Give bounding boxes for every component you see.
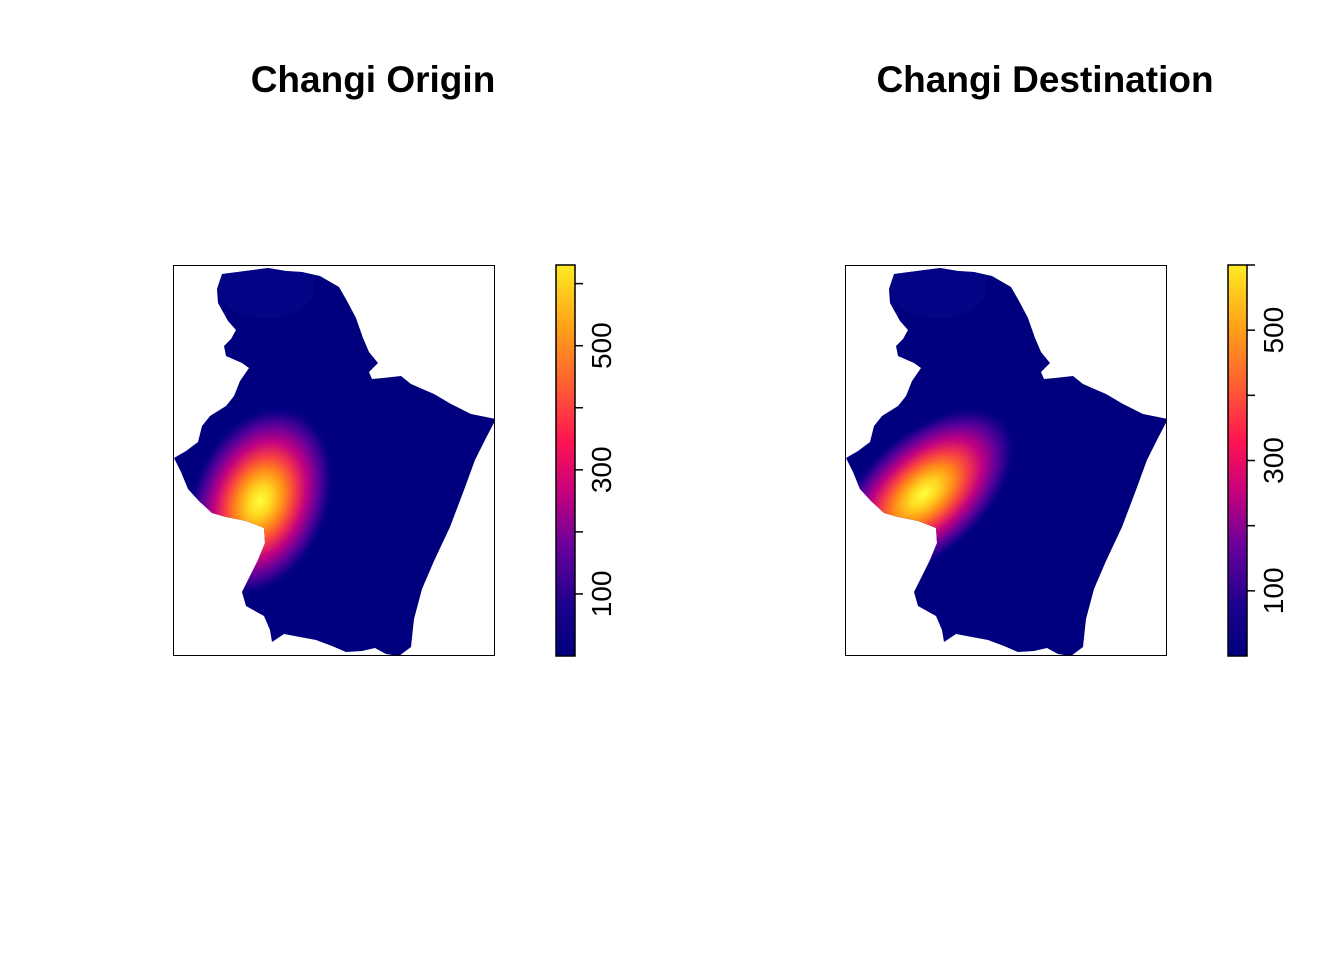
- colorbar: 100 300 500: [1227, 264, 1289, 657]
- chart-panel-origin: Changi Origin: [173, 59, 617, 657]
- colorbar-tick-label: 500: [1258, 307, 1289, 354]
- colorbar-ticks: [575, 282, 583, 595]
- colorbar-tick-label: 100: [1258, 567, 1289, 614]
- colorbar-tick-label: 100: [586, 571, 617, 618]
- colorbar-bar: [1227, 264, 1248, 657]
- region-shape: [174, 268, 494, 655]
- colorbar: 100 300 500: [555, 264, 617, 657]
- colorbar-bar: [555, 264, 576, 657]
- chart-title: Changi Destination: [876, 59, 1214, 100]
- density-halo: [890, 268, 986, 318]
- chart-panel-destination: Changi Destination: [672, 0, 1344, 960]
- colorbar-tick-label: 300: [1258, 437, 1289, 484]
- colorbar-tick-label: 300: [586, 446, 617, 493]
- map-frame: [845, 265, 1167, 656]
- map-svg: [846, 268, 1166, 655]
- map-frame: [173, 265, 495, 656]
- chart-title: Changi Origin: [250, 59, 496, 100]
- density-halo: [218, 268, 314, 318]
- colorbar-labels: 100 300 500: [1258, 307, 1289, 614]
- map-svg: [174, 268, 494, 655]
- colorbar-labels: 100 300 500: [586, 322, 617, 617]
- colorbar-ticks: [1247, 264, 1255, 592]
- colorbar-tick-label: 500: [586, 322, 617, 369]
